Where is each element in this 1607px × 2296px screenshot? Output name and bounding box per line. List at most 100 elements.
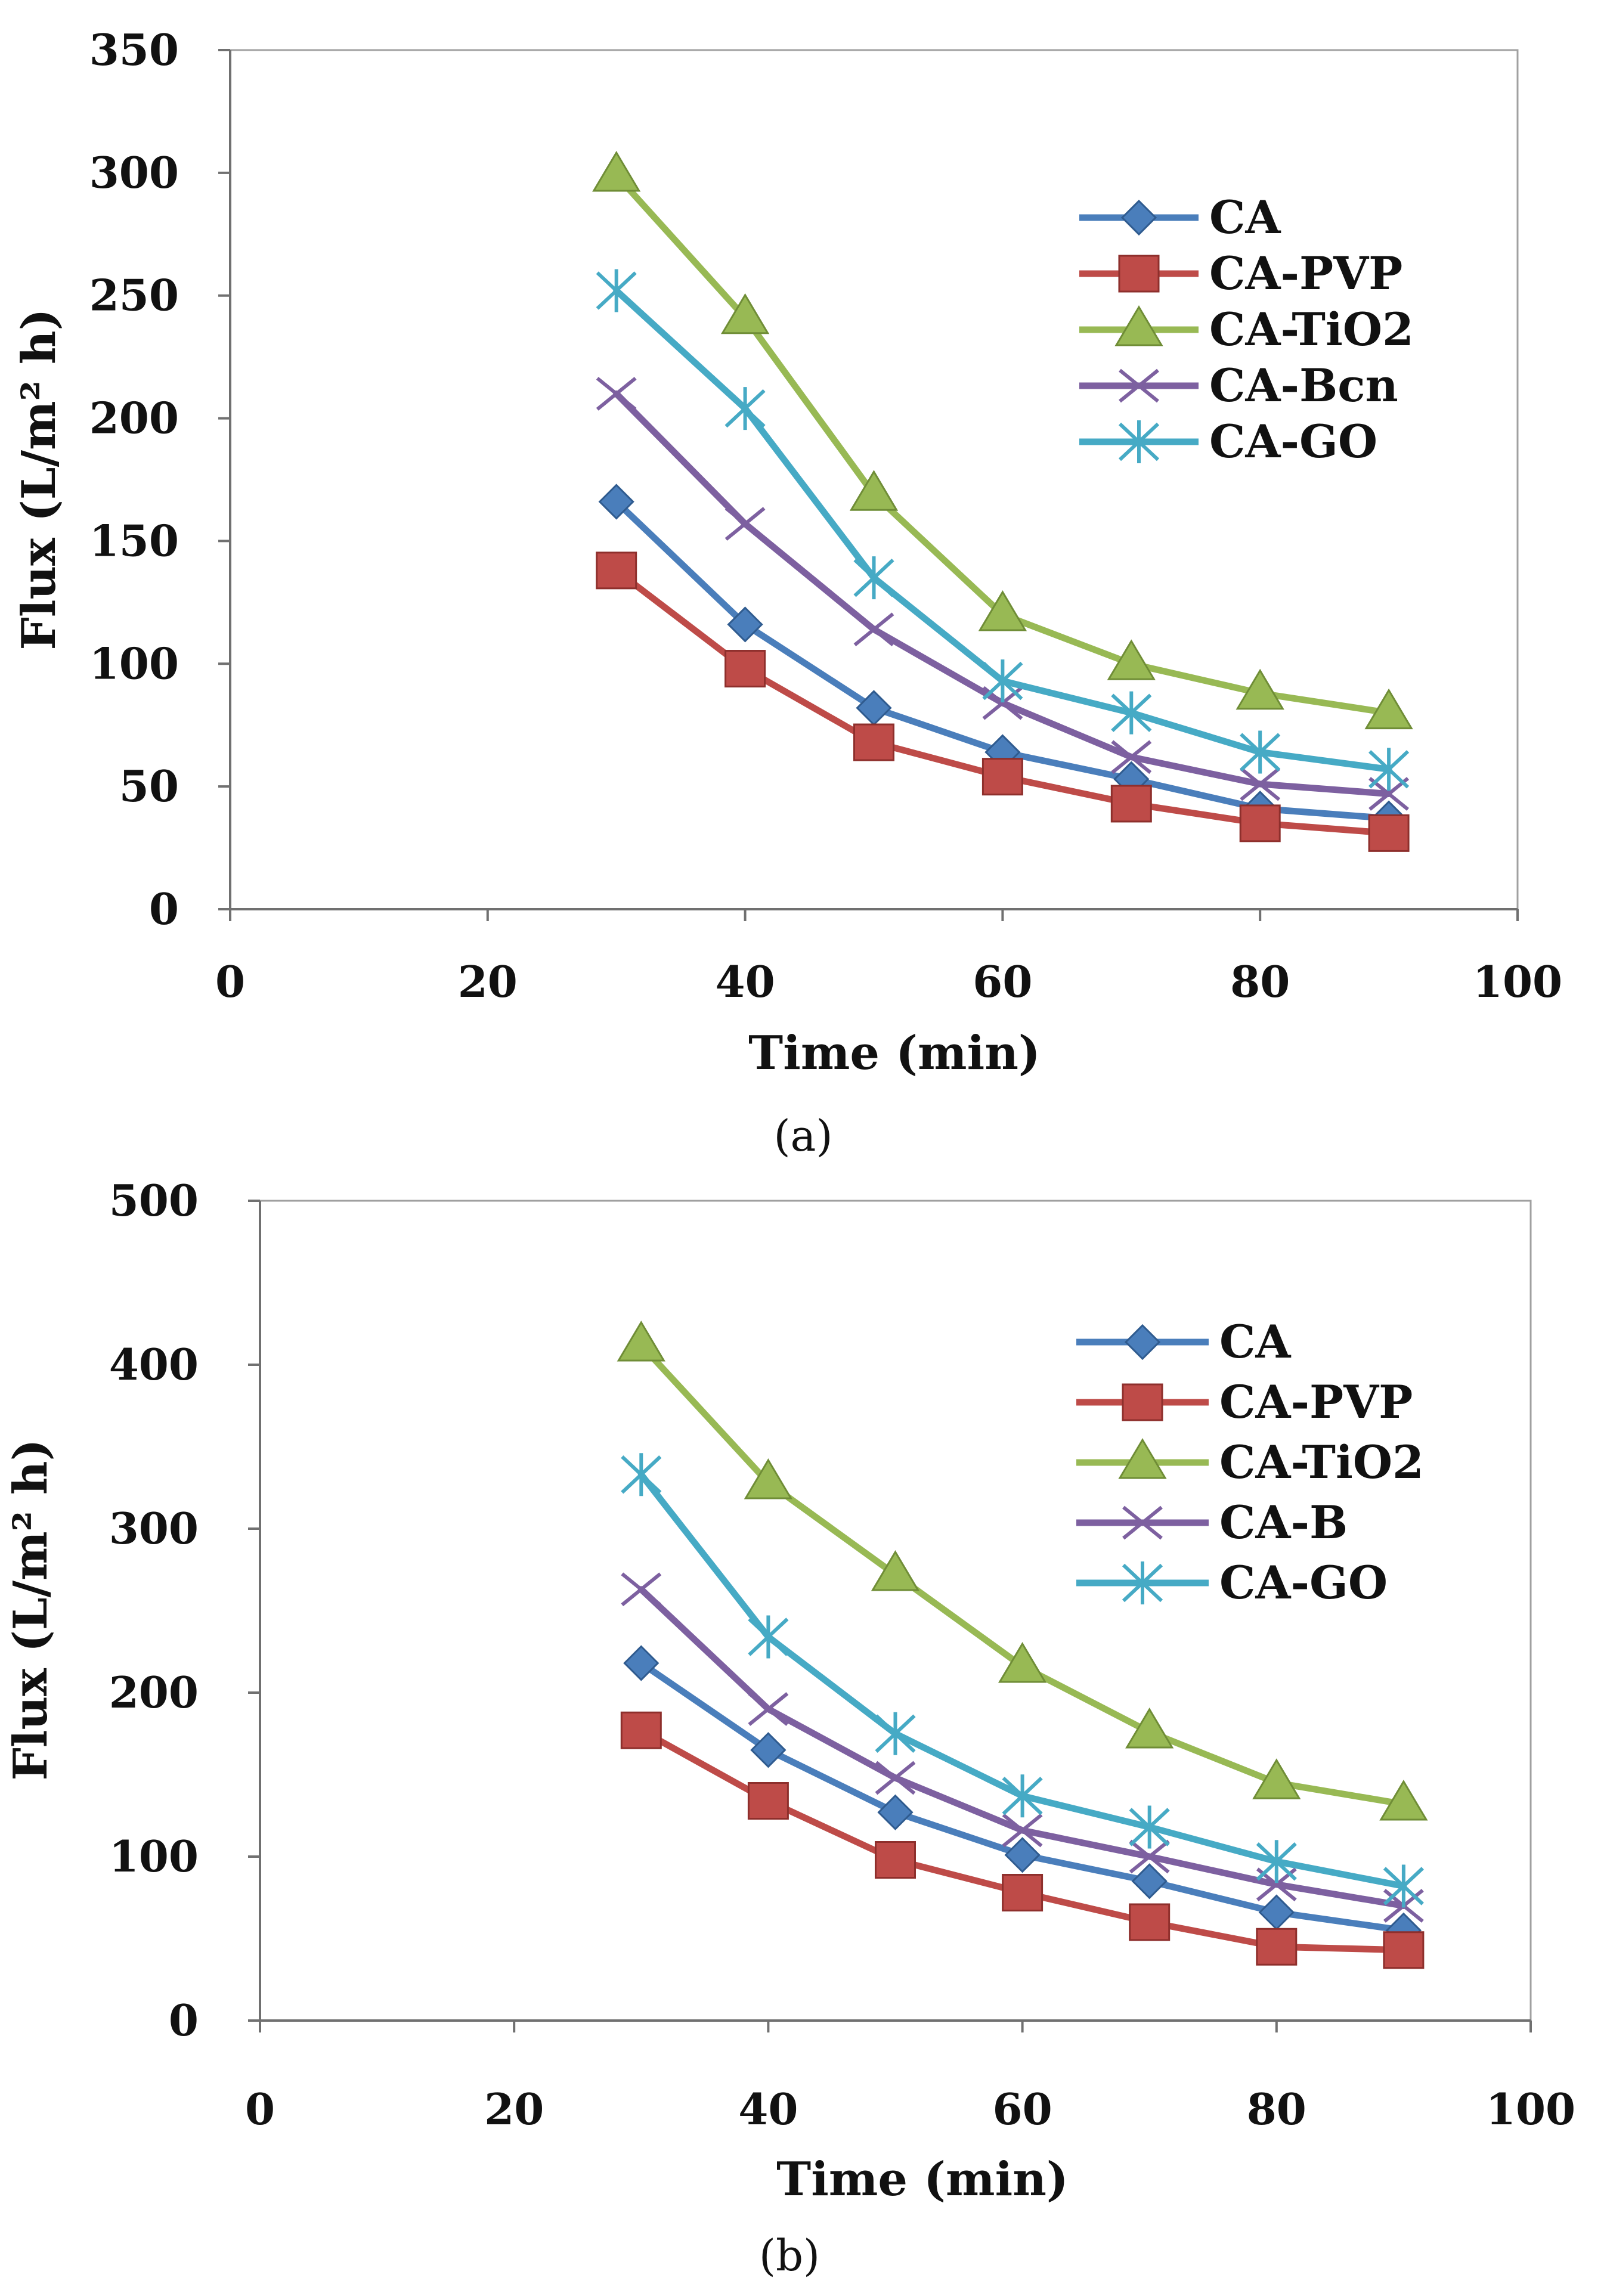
- legend-marker: [1114, 305, 1163, 346]
- data-point-strokes: [1368, 748, 1410, 791]
- data-point: [853, 612, 894, 646]
- y-tick-label: 0: [149, 884, 179, 934]
- data-point: [1252, 1758, 1301, 1799]
- data-point: [1004, 1837, 1041, 1873]
- legend-marker-strokes: [1122, 1505, 1163, 1540]
- data-point: [750, 1732, 787, 1768]
- legend-label: CA-TiO2: [1209, 303, 1414, 356]
- y-tick-label: 200: [89, 393, 179, 444]
- data-point: [856, 690, 892, 726]
- legend-label: CA-GO: [1209, 415, 1377, 468]
- y-tick-label: 250: [89, 270, 179, 321]
- data-point: [748, 1692, 789, 1726]
- data-point: [1379, 1780, 1428, 1821]
- panel-label: (a): [773, 1111, 832, 1161]
- data-point-strokes: [1240, 767, 1281, 801]
- data-point: [1239, 804, 1281, 842]
- legend-label: CA-TiO2: [1219, 1436, 1424, 1489]
- y-tick-label: 300: [109, 1503, 199, 1554]
- data-point: [1383, 1931, 1425, 1969]
- legend-label: CA-B: [1219, 1496, 1348, 1549]
- legend-marker: [1124, 1324, 1161, 1361]
- data-point: [724, 507, 766, 541]
- data-point: [598, 484, 634, 520]
- data-point: [1258, 1894, 1295, 1931]
- data-point: [1111, 740, 1152, 774]
- legend-marker: [1122, 1383, 1163, 1421]
- legend-marker: [1122, 1505, 1163, 1540]
- data-point: [1131, 1863, 1168, 1900]
- x-tick-label: 80: [1247, 2084, 1306, 2134]
- data-point: [1240, 767, 1281, 801]
- legend-item: CA: [1079, 191, 1281, 244]
- legend-marker: [1118, 420, 1160, 463]
- data-point-strokes: [1256, 1840, 1297, 1883]
- x-tick-label: 60: [973, 956, 1032, 1007]
- legend-item: CA-TiO2: [1079, 303, 1414, 356]
- series-ca-pvp: [596, 551, 1410, 852]
- legend-item: CA-PVP: [1076, 1375, 1413, 1429]
- data-point: [621, 1453, 662, 1496]
- series-ca-bcn: [596, 377, 1409, 811]
- legend-item: CA-GO: [1079, 415, 1377, 468]
- data-point-strokes: [1111, 691, 1152, 735]
- y-tick-label: 100: [109, 1831, 199, 1882]
- data-point: [982, 659, 1023, 703]
- data-point: [875, 1761, 916, 1795]
- data-point-strokes: [596, 269, 637, 312]
- data-point: [596, 377, 637, 411]
- legend-label: CA-GO: [1219, 1556, 1388, 1609]
- data-point: [1129, 1903, 1171, 1941]
- data-point-strokes: [875, 1761, 916, 1795]
- data-point: [1107, 639, 1156, 680]
- legend-marker: [1119, 368, 1159, 403]
- data-point-strokes: [1002, 1774, 1043, 1818]
- chart-a: 0 50 100 150 200 250 300 350 0 20 40 60 80 100 Time (m…: [12, 24, 1562, 1161]
- data-point-strokes: [1129, 1839, 1170, 1874]
- data-point-strokes: [621, 1572, 662, 1607]
- data-point-strokes: [982, 659, 1023, 703]
- data-point-strokes: [621, 1453, 662, 1496]
- data-point: [744, 1458, 793, 1499]
- data-point: [596, 269, 637, 312]
- data-point: [1240, 730, 1281, 774]
- data-point: [853, 723, 894, 761]
- data-point-strokes: [724, 387, 766, 430]
- x-tick-label: 0: [215, 956, 245, 1007]
- data-point-strokes: [748, 1692, 789, 1726]
- data-point: [727, 606, 763, 643]
- data-point: [1236, 668, 1284, 710]
- data-point-strokes: [1383, 1864, 1424, 1908]
- legend-item: CA-PVP: [1079, 247, 1402, 300]
- series-ca-go: [596, 269, 1410, 791]
- legend-item: CA-GO: [1076, 1556, 1388, 1609]
- data-point: [1383, 1864, 1424, 1908]
- x-axis-title: Time (min): [748, 1026, 1041, 1080]
- data-point: [747, 1782, 789, 1820]
- data-point: [748, 1615, 789, 1659]
- data-point: [978, 590, 1027, 631]
- legend-marker-strokes: [1119, 368, 1159, 403]
- x-tick-label: 40: [738, 2084, 798, 2134]
- data-point-strokes: [853, 556, 894, 600]
- series-ca-tio2: [592, 151, 1413, 730]
- data-point: [875, 1712, 916, 1755]
- y-axis-title: Flux (L/m² h): [4, 1439, 58, 1780]
- panel-label: (b): [759, 2230, 820, 2280]
- data-point: [871, 1550, 920, 1591]
- data-point: [720, 293, 770, 334]
- legend-label: CA-PVP: [1219, 1375, 1413, 1429]
- legend-label: CA-Bcn: [1209, 359, 1398, 412]
- data-point-strokes: [724, 507, 766, 541]
- y-axis-title: Flux (L/m² h): [12, 308, 66, 650]
- y-tick-label: 50: [119, 761, 179, 811]
- x-tick-label: 100: [1486, 2084, 1575, 2134]
- data-point-strokes: [1111, 740, 1152, 774]
- data-point: [1110, 785, 1152, 823]
- legend-marker: [1118, 255, 1160, 293]
- data-point: [849, 470, 899, 511]
- data-point-strokes: [1129, 1805, 1170, 1849]
- data-point: [623, 1645, 659, 1681]
- data-point: [1256, 1928, 1298, 1966]
